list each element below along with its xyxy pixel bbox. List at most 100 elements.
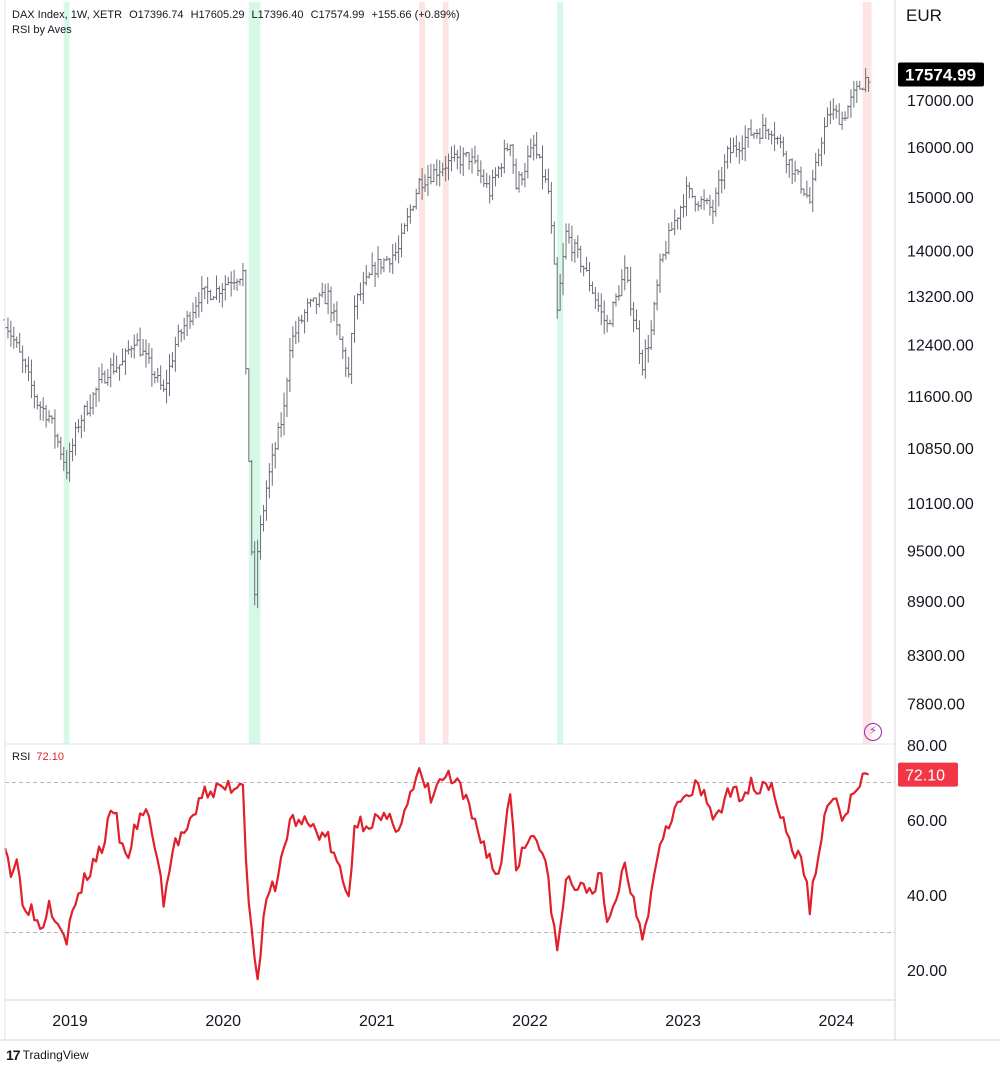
ohlc-bar [390,243,395,275]
price-tick-label: 11600.00 [907,389,973,406]
ohlc-bar [190,302,195,326]
ohlc-bar [393,242,398,261]
ohlc-bar [790,158,795,185]
price-tick-label: 13200.00 [907,289,974,306]
ohlc-bar [179,329,184,343]
ohlc-bar [487,175,492,204]
change-value: +155.66 (+0.89%) [371,9,460,21]
last-price-text: 17574.99 [905,65,976,84]
ohlc-bar [452,144,457,162]
ohlc-bar [176,324,181,348]
ohlc-bar [707,194,712,216]
ohlc-bar [590,281,595,295]
ohlc-bar [126,340,131,355]
ohlc-bar [572,238,577,263]
ohlc-bar [687,182,692,199]
ohlc-bar [728,137,733,164]
price-tick-label: 10100.00 [907,496,974,513]
ohlc-bar [26,356,31,382]
ohlc-bar [117,364,122,381]
signal-bands [63,2,872,744]
ohlc-bar [329,286,334,323]
ohlc-bar [91,392,96,415]
ohlc-bar [646,334,651,363]
indicator-label: RSI by Aves [12,24,72,36]
ohlc-bar [499,163,504,178]
ohlc-bar [843,111,848,122]
ohlc-bar [267,463,272,499]
currency-selector[interactable]: EUR [900,4,980,28]
indicator-legend: RSI by Aves [12,24,76,36]
ohlc-bar [478,160,483,184]
ohlc-bar [581,265,586,277]
ohlc-bar [578,245,583,273]
year-tick-label: 2023 [665,1013,701,1030]
ohlc-bar [757,127,762,145]
ohlc-bar [284,377,289,418]
ohlc-bar [854,80,859,103]
ohlc-bar [834,104,839,119]
ohlc-bar [652,301,657,336]
ohlc-bar [114,355,119,373]
year-tick-label: 2024 [818,1013,854,1030]
ohlc-bar [79,414,84,439]
high-value: H17605.29 [190,9,245,21]
signal-band-oversold-4 [557,2,564,744]
ohlc-bar [49,415,54,424]
ohlc-bar [188,311,193,329]
ohlc-bar [705,197,710,205]
ohlc-bar [205,276,210,305]
ohlc-bar [223,275,228,301]
ohlc-bar [822,117,827,155]
axes [0,0,1000,1041]
ohlc-bar [355,293,360,320]
ohlc-bar [129,345,134,358]
ohlc-bar [819,137,824,167]
ohlc-bar [240,262,245,287]
ohlc-bar [261,505,266,532]
ohlc-bar [511,144,516,174]
ohlc-bar [208,289,213,301]
ohlc-bar [848,89,853,118]
lightning-icon[interactable]: ⚡ [864,723,882,741]
ohlc-bar [840,111,845,130]
ohlc-bar [5,317,10,339]
ohlc-bar [455,149,460,170]
price-tick-label: 9500.00 [907,544,965,561]
ohlc-bar [475,154,480,177]
ohlc-bar [857,81,862,90]
rsi-tick-label: 80.00 [907,738,947,755]
ohlc-bar [167,354,172,397]
ohlc-bar [828,100,833,125]
rsi-axis-ticks: 80.00 60.00 40.00 20.00 [907,738,947,980]
ohlc-bar [102,370,107,384]
ohlc-bar [546,168,551,195]
ohlc-bar [587,261,592,292]
ohlc-bar [425,164,430,197]
ohlc-bar [396,235,401,264]
ohlc-bar [211,296,216,300]
ohlc-bar [631,301,636,333]
ohlc-bar [226,276,231,286]
tradingview-logo: 17 TradingView [6,1047,89,1063]
ohlc-bar [749,119,754,137]
current-value-labels: 17574.99 72.10 [898,62,984,787]
ohlc-bar [88,394,93,417]
ohlc-bar [82,404,87,432]
ohlc-bar [311,297,316,303]
ohlc-bar [70,438,75,462]
ohlc-bar [378,258,383,275]
ohlc-bar [376,246,381,278]
ohlc-bar [640,349,645,376]
ohlc-bar [58,436,63,461]
ohlc-bar [349,332,354,384]
ohlc-bar [522,162,527,188]
ohlc-bar [517,171,522,193]
ohlc-bar [851,80,856,108]
rsi-legend: RSI 72.10 [12,751,64,763]
ohlc-bar [484,172,489,188]
ohlc-bar [681,194,686,218]
ohlc-bar [725,145,730,169]
ohlc-bar [229,271,234,297]
